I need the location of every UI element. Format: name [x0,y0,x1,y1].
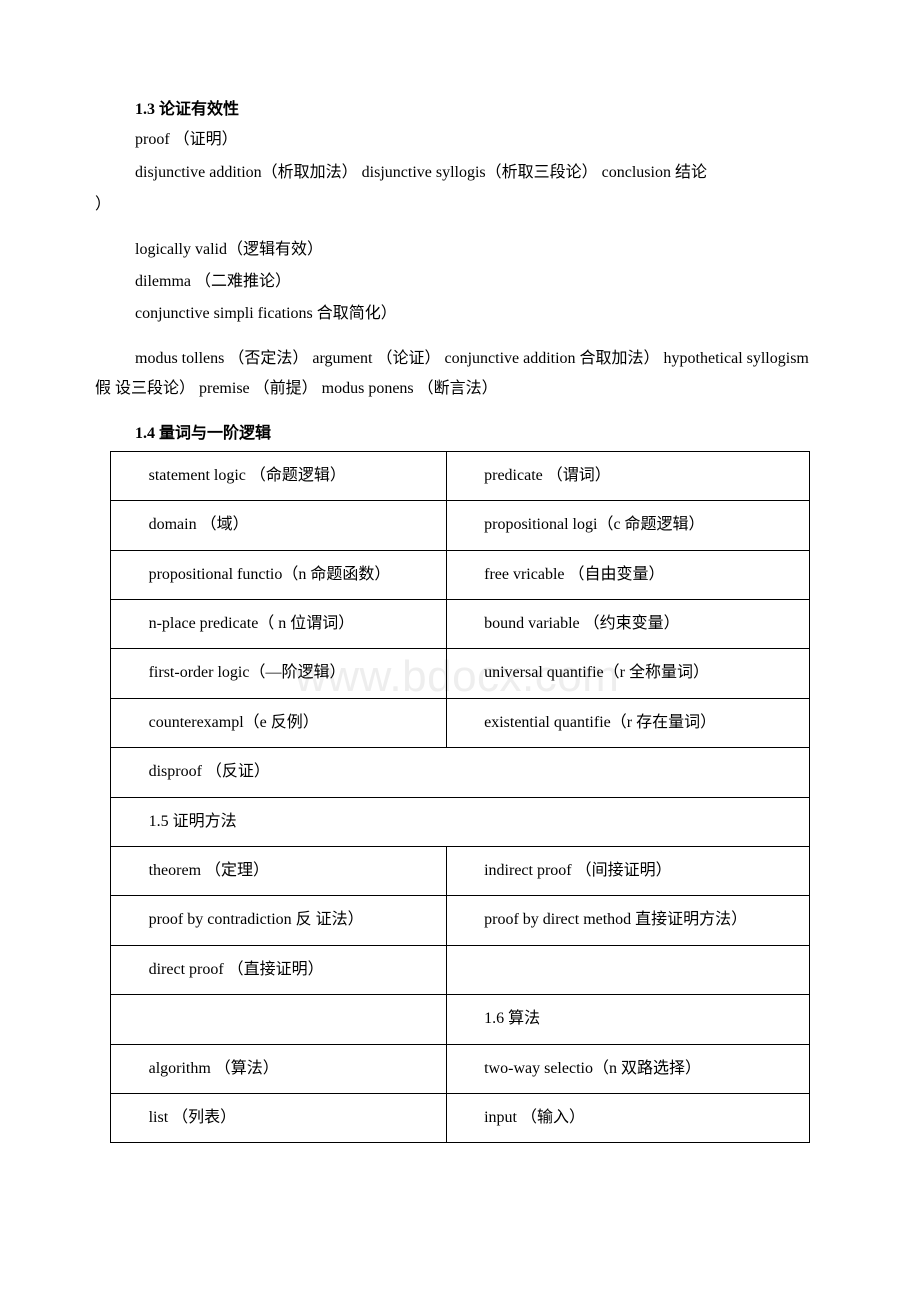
cell: theorem （定理） [115,856,442,886]
para-conjunctive-simpl: conjunctive simpli fications 合取简化） [95,299,825,329]
cell: direct proof （直接证明） [115,955,442,985]
para-proof: proof （证明） [95,125,825,155]
cell: indirect proof （间接证明） [451,856,805,886]
table-row: propositional functio（n 命题函数） free vrica… [111,550,810,599]
cell: predicate （谓词） [451,461,805,491]
para-close-paren-1: ） [95,190,825,220]
para-modus-tollens: modus tollens （否定法） argument （论证） conjun… [95,344,825,405]
cell: statement logic （命题逻辑） [115,461,442,491]
table-row: theorem （定理） indirect proof （间接证明） [111,847,810,896]
section-1-4-title: 1.4 量词与一阶逻辑 [95,419,825,449]
cell: proof by direct method 直接证明方法） [451,905,805,935]
table-row: 1.6 算法 [111,995,810,1044]
table-row: first-order logic（—阶逻辑） universal quanti… [111,649,810,698]
cell: counterexampl（e 反例） [115,708,442,738]
cell: n-place predicate（ n 位谓词） [115,609,442,639]
table-row: n-place predicate（ n 位谓词） bound variable… [111,600,810,649]
table-row: algorithm （算法） two-way selectio（n 双路选择） [111,1044,810,1093]
cell: 1.5 证明方法 [115,807,805,837]
para-disjunctive: disjunctive addition（析取加法） disjunctive s… [95,158,825,188]
para-logically-valid: logically valid（逻辑有效） [95,235,825,265]
cell: existential quantifie（r 存在量词） [451,708,805,738]
table-row: 1.5 证明方法 [111,797,810,846]
table-row: counterexampl（e 反例） existential quantifi… [111,698,810,747]
cell: propositional functio（n 命题函数） [115,560,442,590]
section-1-3-title: 1.3 论证有效性 [95,95,825,125]
cell: proof by contradiction 反 证法） [115,905,442,935]
table-row: domain （域） propositional logi（c 命题逻辑） [111,501,810,550]
cell: domain （域） [115,510,442,540]
cell: 1.6 算法 [451,1004,805,1034]
cell: list （列表） [115,1103,442,1133]
cell: universal quantifie（r 全称量词） [451,658,805,688]
cell: free vricable （自由变量） [451,560,805,590]
para-dilemma: dilemma （二难推论） [95,267,825,297]
table-row: list （列表） input （输入） [111,1093,810,1142]
content: 1.3 论证有效性 proof （证明） disjunctive additio… [95,95,825,1143]
cell: bound variable （约束变量） [451,609,805,639]
table-row: proof by contradiction 反 证法） proof by di… [111,896,810,945]
terms-table: statement logic （命题逻辑） predicate （谓词） do… [110,451,810,1143]
cell: propositional logi（c 命题逻辑） [451,510,805,540]
cell: first-order logic（—阶逻辑） [115,658,442,688]
cell: algorithm （算法） [115,1054,442,1084]
cell: disproof （反证） [115,757,805,787]
table-row: statement logic （命题逻辑） predicate （谓词） [111,451,810,500]
table-row: disproof （反证） [111,748,810,797]
para-modus-tollens-text: modus tollens （否定法） argument （论证） conjun… [95,350,809,397]
cell: two-way selectio（n 双路选择） [451,1054,805,1084]
table-row: direct proof （直接证明） [111,945,810,994]
cell: input （输入） [451,1103,805,1133]
